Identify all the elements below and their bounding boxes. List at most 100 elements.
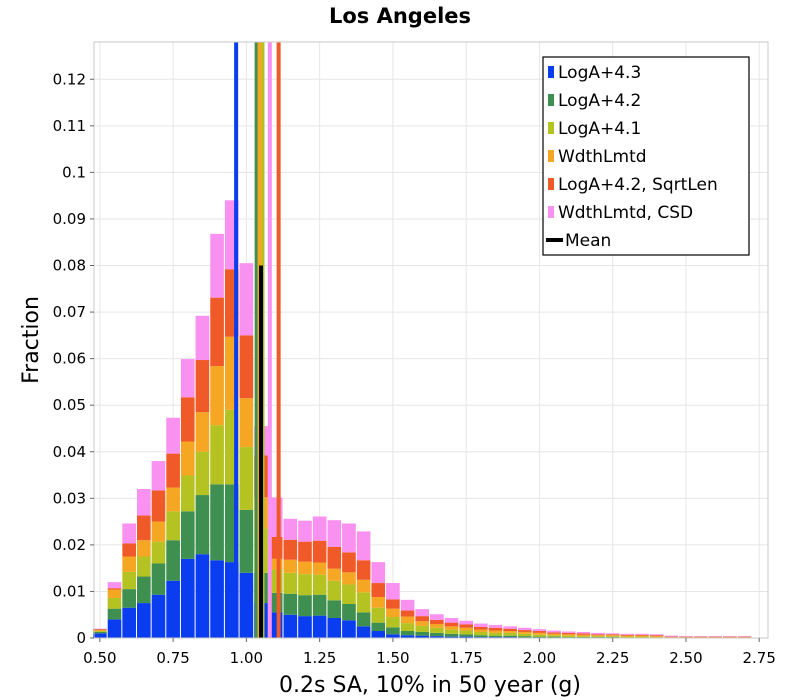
bar-segment — [386, 634, 400, 638]
bar-segment — [312, 594, 327, 616]
chart-title: Los Angeles — [329, 4, 471, 28]
bar-segment — [239, 335, 254, 399]
bar-segment — [386, 627, 400, 635]
bar-segment — [430, 632, 444, 637]
bar-segment — [561, 635, 576, 638]
y-axis-label: Fraction — [19, 296, 44, 384]
bar-segment — [517, 633, 532, 637]
bar-segment — [136, 540, 151, 557]
legend-label: LogA+4.2, SqrtLen — [558, 175, 718, 195]
bar-segment — [547, 633, 561, 636]
bar-segment — [327, 600, 342, 618]
bar-segment — [693, 637, 708, 638]
bar-segment — [605, 634, 620, 636]
bar-segment — [166, 511, 180, 541]
bar-segment — [444, 633, 459, 637]
bar-segment — [444, 617, 459, 623]
y-tick-label: 0.11 — [53, 117, 86, 135]
bar-segment — [679, 636, 693, 637]
bar-segment — [503, 628, 517, 632]
x-tick-label: 2.75 — [743, 649, 776, 667]
bar-segment — [298, 595, 312, 617]
bar-segment — [136, 603, 151, 638]
bar-segment — [356, 612, 371, 627]
bar-segment — [576, 636, 591, 638]
bar-segment — [151, 461, 166, 491]
y-tick-label: 0.1 — [62, 163, 86, 181]
bar-segment — [239, 572, 254, 638]
bar-segment — [547, 635, 561, 637]
x-axis-label: 0.2s SA, 10% in 50 year (g) — [279, 673, 581, 698]
bar-segment — [210, 233, 224, 298]
bar-segment — [635, 633, 649, 635]
y-tick-label: 0.09 — [53, 210, 86, 228]
bar-segment — [136, 576, 151, 604]
bar-segment — [664, 636, 679, 638]
legend: LogA+4.3 LogA+4.2 LogA+4.1 WdthLmtd LogA+4.2… — [542, 56, 750, 256]
bar-segment — [503, 631, 517, 633]
bar-segment — [664, 637, 679, 638]
bar-segment — [342, 552, 356, 573]
bar-segment — [649, 634, 664, 636]
bar-segment — [180, 397, 195, 442]
y-tick-label: 0.04 — [53, 443, 86, 461]
bar-segment — [649, 637, 664, 638]
bar-segment — [371, 583, 386, 598]
bar-segment — [444, 636, 459, 638]
bar-segment — [195, 412, 210, 452]
bar-segment — [400, 623, 415, 632]
legend-swatch — [548, 122, 554, 134]
bar-segment — [356, 626, 371, 638]
bar-segment — [561, 631, 576, 633]
bar-segment — [107, 588, 122, 590]
legend-swatch — [548, 94, 554, 106]
bar-segment — [312, 615, 327, 638]
x-axis: 0.50 0.75 1.00 1.25 1.50 1.75 2.00 2.25 2.50 2.75 — [83, 638, 776, 667]
legend-swatch — [548, 178, 554, 190]
bar-segment — [635, 634, 649, 636]
bar-segment — [312, 540, 327, 563]
bar-segment — [430, 614, 444, 620]
bar-segment — [459, 630, 473, 635]
bar-segment — [503, 635, 517, 638]
bar-segment — [723, 637, 737, 638]
bar-segment — [517, 627, 532, 631]
y-tick-label: 0.06 — [53, 350, 86, 368]
bar-segment — [415, 616, 430, 622]
bar-segment — [312, 574, 327, 595]
bar-segment — [93, 629, 107, 631]
bar-segment — [576, 631, 591, 634]
bar-segment — [415, 625, 430, 632]
bar-segment — [342, 572, 356, 585]
bar-segment — [122, 543, 136, 557]
x-tick-label: 1.75 — [449, 649, 482, 667]
bar-segment — [151, 541, 166, 564]
bar-segment — [283, 593, 298, 615]
bar-segment — [371, 597, 386, 608]
bar-segment — [649, 635, 664, 637]
bar-segment — [356, 560, 371, 580]
bar-segment — [737, 636, 752, 638]
bar-segment — [415, 631, 430, 636]
bar-segment — [708, 637, 723, 638]
bar-segment — [576, 637, 591, 638]
bar-segment — [517, 636, 532, 638]
bar-segment — [239, 509, 254, 573]
bar-segment — [107, 619, 122, 638]
bar-segment — [283, 572, 298, 594]
y-tick-label: 0.12 — [53, 70, 86, 88]
x-tick-label: 1.25 — [303, 649, 336, 667]
bar-segment — [93, 631, 107, 634]
bar-segment — [679, 636, 693, 638]
bar-segment — [210, 560, 224, 638]
bar-segment — [620, 633, 635, 635]
bar-segment — [444, 622, 459, 627]
bar-segment — [591, 634, 605, 636]
bar-segment — [503, 632, 517, 636]
legend-label: Mean — [565, 231, 611, 251]
bar-segment — [723, 636, 737, 638]
bar-segment — [635, 636, 649, 638]
bar-segment — [386, 608, 400, 618]
bar-segment — [561, 637, 576, 638]
bar-segment — [737, 637, 752, 638]
